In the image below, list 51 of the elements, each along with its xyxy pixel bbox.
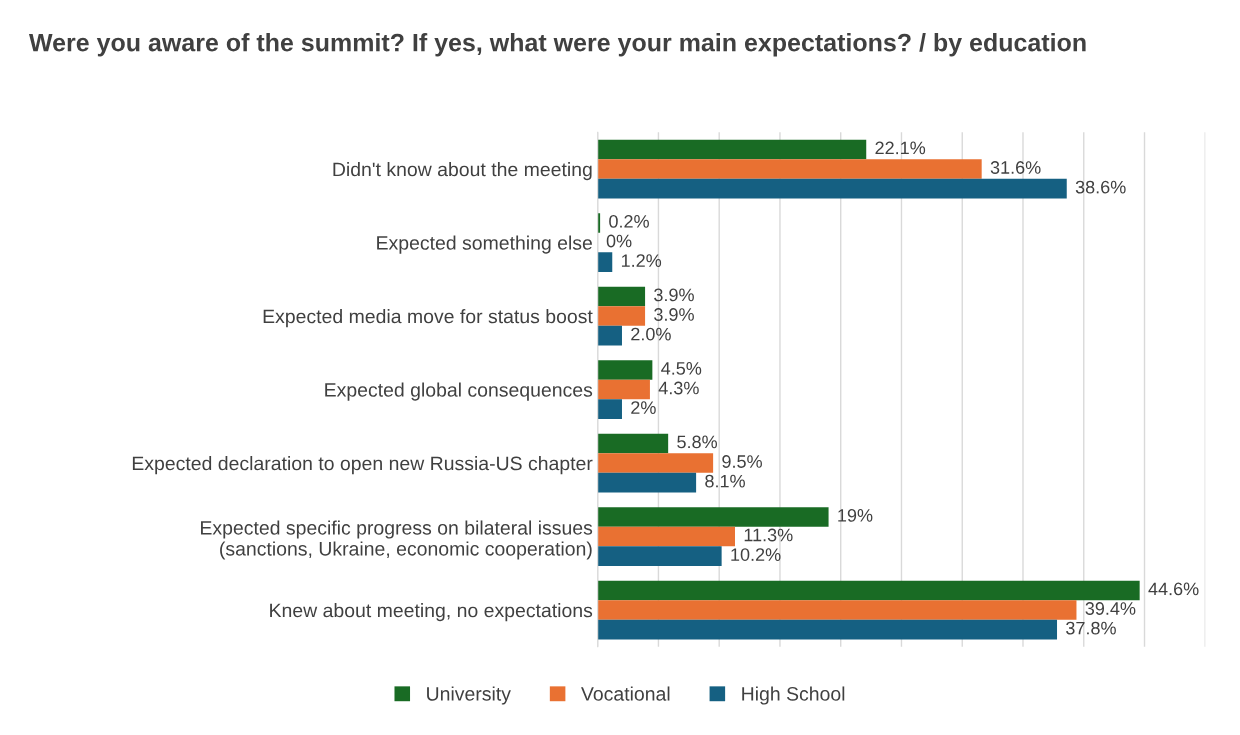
bar (597, 306, 646, 326)
legend-label: University (427, 686, 511, 705)
data-label: 8.1% (705, 474, 745, 488)
bar (597, 325, 622, 346)
bar (597, 546, 722, 566)
bar (597, 286, 646, 307)
y-tick-label: Expected declaration to open new Russia-US chapter (132, 456, 593, 475)
data-label: 10.2% (731, 548, 781, 561)
bar (597, 360, 653, 380)
y-tick-label: Expected something else (377, 235, 592, 254)
chart-title: Were you aware of the summit? If yes, what were your main expectations? / by education (28, 33, 1086, 57)
data-label: 4.5% (661, 362, 702, 375)
data-label: 4.3% (658, 381, 699, 395)
y-tick-label: Expected specific progress on bilateral issues (sanctions, Ukraine, economic cooperation) (201, 520, 593, 560)
bar (597, 399, 622, 419)
data-label: 0.2% (609, 215, 649, 228)
data-label: 3.9% (654, 308, 694, 321)
bar (597, 580, 1140, 601)
bar (597, 139, 867, 160)
bar (597, 453, 714, 473)
data-label: 2% (631, 401, 656, 414)
legend-label: High School (742, 686, 845, 705)
bar (597, 433, 669, 454)
bar (597, 507, 829, 527)
data-label: 31.6% (990, 161, 1041, 174)
data-label: 1.2% (621, 254, 662, 267)
bar (597, 252, 613, 272)
data-label: 5.8% (677, 435, 718, 449)
data-label: 0% (606, 234, 632, 248)
data-label: 9.5% (722, 455, 762, 468)
data-label: 39.4% (1085, 602, 1136, 615)
data-label: 22.1% (875, 141, 926, 155)
y-tick-label: Didn't know about the meeting (333, 162, 592, 181)
bar (597, 159, 982, 179)
bar (597, 472, 697, 493)
bar (597, 619, 1058, 640)
legend-label: Vocational (581, 686, 670, 701)
bar (597, 600, 1077, 620)
data-label: 11.3% (744, 528, 793, 542)
bar (597, 526, 735, 547)
bar (597, 178, 1067, 199)
data-label: 44.6% (1148, 582, 1199, 596)
y-tick-label: Expected media move for status boost (263, 309, 593, 328)
data-label: 2.0% (631, 327, 671, 341)
data-label: 19% (838, 509, 873, 522)
data-label: 38.6% (1075, 180, 1126, 194)
y-tick-label: Expected global consequences (325, 382, 593, 401)
y-tick-label: Knew about meeting, no expectations (270, 603, 593, 622)
data-label: 3.9% (654, 288, 694, 302)
data-label: 37.8% (1066, 621, 1116, 635)
bar (597, 379, 650, 400)
